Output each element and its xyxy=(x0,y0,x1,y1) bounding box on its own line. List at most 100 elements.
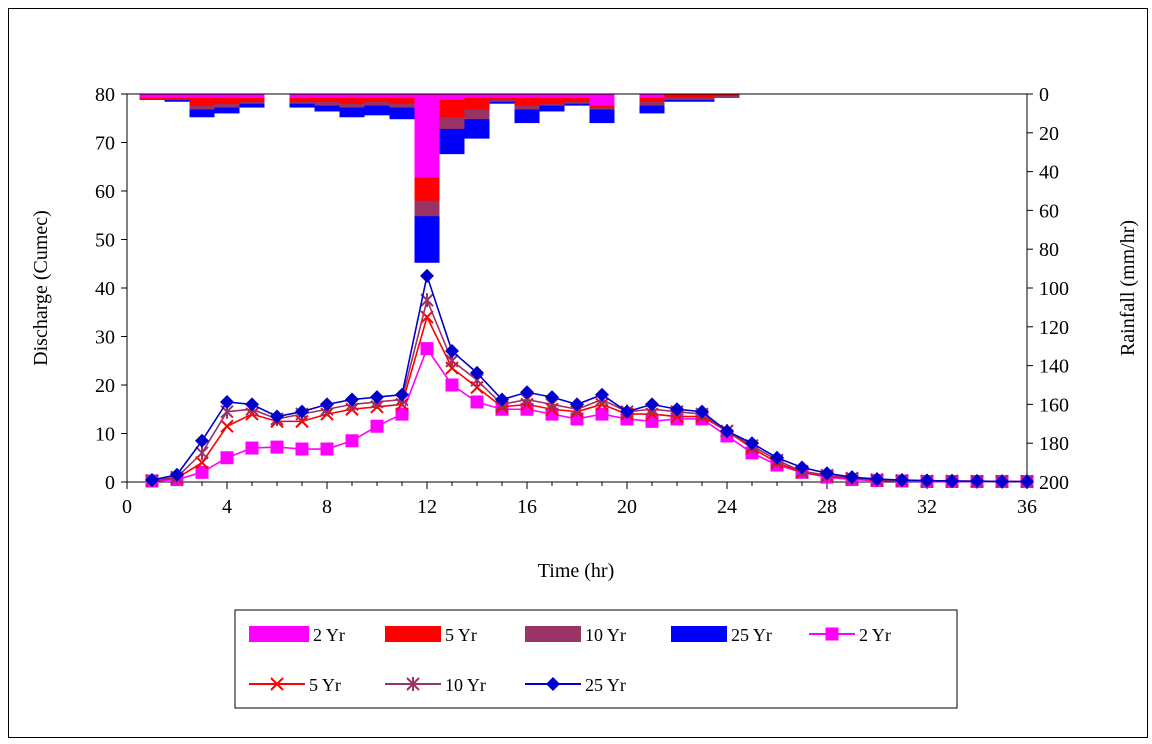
rainfall-bar xyxy=(214,94,240,104)
rainfall-bar xyxy=(714,94,740,96)
x-tick-label: 24 xyxy=(717,496,737,518)
rainfall-bar xyxy=(189,94,215,106)
data-point xyxy=(195,465,209,479)
rainfall-bar xyxy=(189,94,215,98)
y2-tick-label: 180 xyxy=(1039,433,1069,455)
rainfall-bar xyxy=(289,94,315,98)
y2-tick-label: 60 xyxy=(1039,200,1059,222)
rainfall-bar xyxy=(514,94,540,98)
legend-label: 25 Yr xyxy=(585,675,626,695)
legend-label: 10 Yr xyxy=(445,675,486,695)
y2-tick-label: 200 xyxy=(1039,472,1069,494)
rainfall-bar xyxy=(364,94,390,102)
data-point xyxy=(420,268,434,283)
data-point xyxy=(495,392,509,407)
legend-swatch xyxy=(249,626,309,642)
data-point xyxy=(395,387,409,402)
legend-label: 25 Yr xyxy=(731,625,772,645)
data-point xyxy=(970,474,984,489)
data-point xyxy=(520,402,534,416)
data-point xyxy=(345,434,359,448)
x-tick-label: 8 xyxy=(322,496,332,518)
data-point xyxy=(245,441,259,455)
data-point xyxy=(220,394,234,409)
rainfall-bar xyxy=(139,94,165,98)
y-axis-title: Discharge (Cumec) xyxy=(30,210,52,366)
data-point xyxy=(395,407,409,421)
chart-frame: 0 10 20 30 40 50 60 70 80 0 20 40 60 80 100 120 140 160 18… xyxy=(8,8,1148,738)
data-point xyxy=(270,440,284,454)
axis-labels: Time (hr) Discharge (Cumec) Rainfall (mm… xyxy=(30,210,1139,582)
data-point xyxy=(295,442,309,456)
data-point xyxy=(370,390,384,405)
legend-box xyxy=(234,609,958,709)
data-point xyxy=(845,470,859,485)
discharge-lines xyxy=(145,268,1034,489)
rainfall-bar xyxy=(339,94,365,98)
data-point xyxy=(820,466,834,481)
data-point xyxy=(470,395,484,409)
rainfall-bar xyxy=(414,94,440,178)
legend-label: 10 Yr xyxy=(585,625,626,645)
x-tick-label: 0 xyxy=(122,496,132,518)
data-point xyxy=(195,455,209,470)
data-point xyxy=(345,392,359,407)
rainfall-bar xyxy=(464,94,490,98)
y-tick-label: 50 xyxy=(95,230,115,252)
data-point xyxy=(895,473,909,488)
rainfall-bar xyxy=(389,94,415,98)
data-point xyxy=(695,404,709,419)
rainfall-bars xyxy=(139,94,740,263)
data-point xyxy=(770,450,784,465)
data-point xyxy=(595,387,609,402)
rainfall-bar xyxy=(639,94,665,98)
y-tick-label: 10 xyxy=(95,424,115,446)
y-tick-label: 70 xyxy=(95,133,115,155)
y-tick-label: 60 xyxy=(95,181,115,203)
y2-axis-title: Rainfall (mm/hr) xyxy=(1117,220,1139,356)
data-point xyxy=(320,442,334,456)
data-point xyxy=(320,397,334,412)
data-point xyxy=(545,407,559,421)
rainfall-bar xyxy=(389,94,415,104)
data-point xyxy=(645,397,659,412)
data-point xyxy=(546,677,560,691)
data-point xyxy=(195,433,209,448)
y2-tick-label: 140 xyxy=(1039,356,1069,378)
x-tick-label: 12 xyxy=(417,496,437,518)
x-tick-label: 28 xyxy=(817,496,837,518)
y2-tick-label: 20 xyxy=(1039,123,1059,145)
rainfall-bar xyxy=(589,94,615,106)
data-point xyxy=(445,378,459,392)
data-point xyxy=(295,404,309,419)
data-point xyxy=(270,409,284,424)
x-tick-label: 4 xyxy=(222,496,232,518)
data-point xyxy=(406,677,420,691)
legend-label: 5 Yr xyxy=(309,675,341,695)
rainfall-bar xyxy=(514,94,540,106)
y-tick-label: 20 xyxy=(95,375,115,397)
data-point xyxy=(570,397,584,412)
data-point xyxy=(370,419,384,433)
data-point xyxy=(920,473,934,488)
rainfall-bar xyxy=(439,94,465,100)
data-point xyxy=(195,445,209,460)
legend-label: 2 Yr xyxy=(859,625,891,645)
rainfall-bar xyxy=(689,94,715,98)
rainfall-bar xyxy=(289,94,315,102)
rainfall-bar xyxy=(664,94,690,98)
legend-label: 2 Yr xyxy=(313,625,345,645)
data-point xyxy=(145,473,159,488)
rainfall-bar xyxy=(214,94,240,98)
y2-tick-label: 100 xyxy=(1039,278,1069,300)
data-point xyxy=(1020,474,1034,489)
data-point xyxy=(545,390,559,405)
rainfall-bar xyxy=(539,94,565,104)
y2-tick-label: 80 xyxy=(1039,239,1059,261)
data-point xyxy=(745,436,759,451)
rainfall-bar xyxy=(164,94,190,98)
legend: 2 Yr 5 Yr 10 Yr 25 Yr 2 Yr 5 Yr 10 Yr 25 Yr xyxy=(234,609,958,709)
data-point xyxy=(595,407,609,421)
data-point xyxy=(445,344,459,359)
